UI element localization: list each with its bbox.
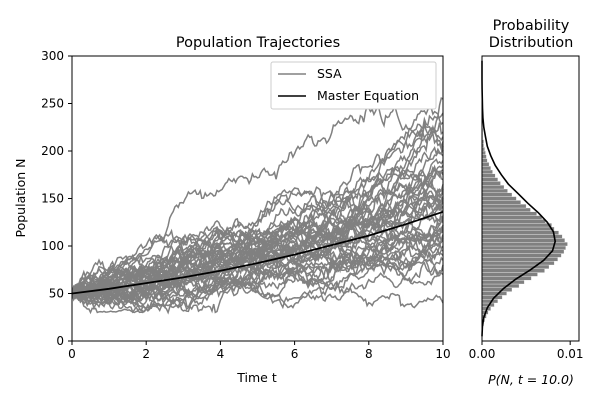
histogram-bar [481,219,546,224]
x-tick-label: 2 [142,347,150,361]
legend-label-ssa: SSA [317,66,342,81]
histogram-bar [481,181,501,186]
histogram-bar [481,280,525,285]
ssa-trajectory [71,222,444,306]
histogram-bar [481,291,507,296]
legend: SSA Master Equation [270,61,437,110]
trajectories-series [71,97,444,315]
histogram-bar [481,295,503,300]
histogram-bar [481,215,543,220]
x-axis-label: Time t [236,370,277,385]
x-tick-label: 0 [68,347,76,361]
histogram-bar [481,196,517,201]
histogram-bar [481,177,499,182]
histogram-bar [481,268,545,273]
distribution-title-line1: Probability [493,18,570,34]
trajectories-title: Population Trajectories [176,35,340,51]
ssa-trajectory [71,145,444,296]
ssa-trajectory [71,164,444,295]
distribution-x-tick-label: 0.01 [557,347,584,361]
histogram-bar [481,166,491,171]
histogram-bar [481,173,496,178]
x-tick-label: 10 [435,347,450,361]
legend-box [270,61,437,110]
master-equation-line [71,210,444,295]
ssa-trajectory [71,104,444,294]
histogram-bar [481,154,487,159]
y-tick-label: 300 [41,49,64,63]
x-tick-label: 6 [291,347,299,361]
histogram-bar [481,158,488,163]
histogram-bar [481,276,532,281]
y-tick-label: 50 [49,287,64,301]
histogram-bar [481,261,555,266]
ssa-trajectory [71,124,444,300]
x-tick-label: 4 [217,347,225,361]
histogram-bar [481,207,531,212]
histogram-bar [481,238,566,243]
y-tick-label: 100 [41,239,64,253]
histogram-bar [481,287,513,292]
ssa-trajectory [71,196,444,313]
histogram-bar [481,188,508,193]
distribution-axes: 0.00 0.01 [469,55,584,361]
histogram-bar [481,230,559,235]
distribution-histogram [481,128,568,330]
histogram-bar [481,192,513,197]
histogram-bar [481,185,505,190]
histogram-bar [481,150,486,155]
distribution-title-line2: Distribution [489,35,574,51]
ssa-trajectory [71,244,444,315]
histogram-bar [481,283,520,288]
histogram-bar [481,204,527,209]
histogram-bar [481,169,493,174]
ssa-trajectory [71,128,444,307]
histogram-bar [481,162,490,167]
legend-label-master: Master Equation [317,88,419,103]
distribution-panel: Probability Distribution 0.00 0.01 P(N, t… [469,18,584,387]
histogram-bar [481,200,521,205]
y-tick-label: 0 [56,334,64,348]
histogram-bar [481,226,555,231]
histogram-bar [481,211,537,216]
trajectories-panel: Population Trajectories 0 2 4 6 8 10050100150… [13,35,451,385]
histogram-bar [481,272,538,277]
histogram-bar [481,234,563,239]
histogram-bar [481,264,550,269]
y-tick-label: 250 [41,97,64,111]
distribution-frame [481,55,580,342]
distribution-x-tick-label: 0.00 [469,347,496,361]
x-tick-label: 8 [365,347,373,361]
ssa-trajectory [71,266,444,309]
y-tick-label: 150 [41,192,64,206]
y-tick-label: 200 [41,144,64,158]
ssa-trajectory [71,97,444,297]
y-axis-label: Population N [13,159,28,238]
histogram-bar [481,223,552,228]
distribution-x-label: P(N, t = 10.0) [488,372,574,387]
